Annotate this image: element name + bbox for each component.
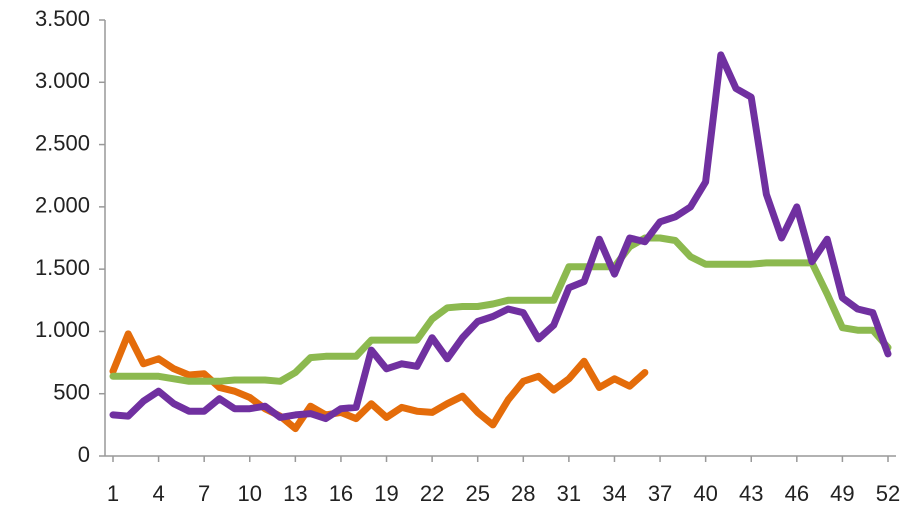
series-line bbox=[109, 51, 892, 423]
x-tick-label: 13 bbox=[283, 481, 307, 506]
x-tick-label: 16 bbox=[329, 481, 353, 506]
y-tick-label: 2.000 bbox=[35, 193, 90, 218]
y-tick-label: 2.500 bbox=[35, 130, 90, 155]
x-tick-label: 34 bbox=[602, 481, 626, 506]
x-tick-label: 28 bbox=[511, 481, 535, 506]
x-tick-label: 7 bbox=[198, 481, 210, 506]
series-line bbox=[109, 330, 649, 433]
x-tick-label: 37 bbox=[648, 481, 672, 506]
x-tick-label: 4 bbox=[152, 481, 164, 506]
y-tick-label: 0 bbox=[78, 442, 90, 467]
x-tick-label: 52 bbox=[876, 481, 900, 506]
x-tick-label: 40 bbox=[693, 481, 717, 506]
x-tick-label: 31 bbox=[557, 481, 581, 506]
x-tick-label: 1 bbox=[107, 481, 119, 506]
y-tick-label: 3.500 bbox=[35, 6, 90, 31]
x-tick-label: 49 bbox=[830, 481, 854, 506]
x-tick-label: 19 bbox=[374, 481, 398, 506]
x-tick-label: 10 bbox=[238, 481, 262, 506]
x-tick-label: 46 bbox=[785, 481, 809, 506]
x-tick-label: 43 bbox=[739, 481, 763, 506]
x-tick-label: 22 bbox=[420, 481, 444, 506]
y-tick-label: 3.000 bbox=[35, 68, 90, 93]
x-tick-label: 25 bbox=[465, 481, 489, 506]
series-line bbox=[109, 234, 892, 385]
y-tick-label: 1.000 bbox=[35, 317, 90, 342]
y-tick-label: 500 bbox=[53, 380, 90, 405]
y-tick-label: 1.500 bbox=[35, 255, 90, 280]
